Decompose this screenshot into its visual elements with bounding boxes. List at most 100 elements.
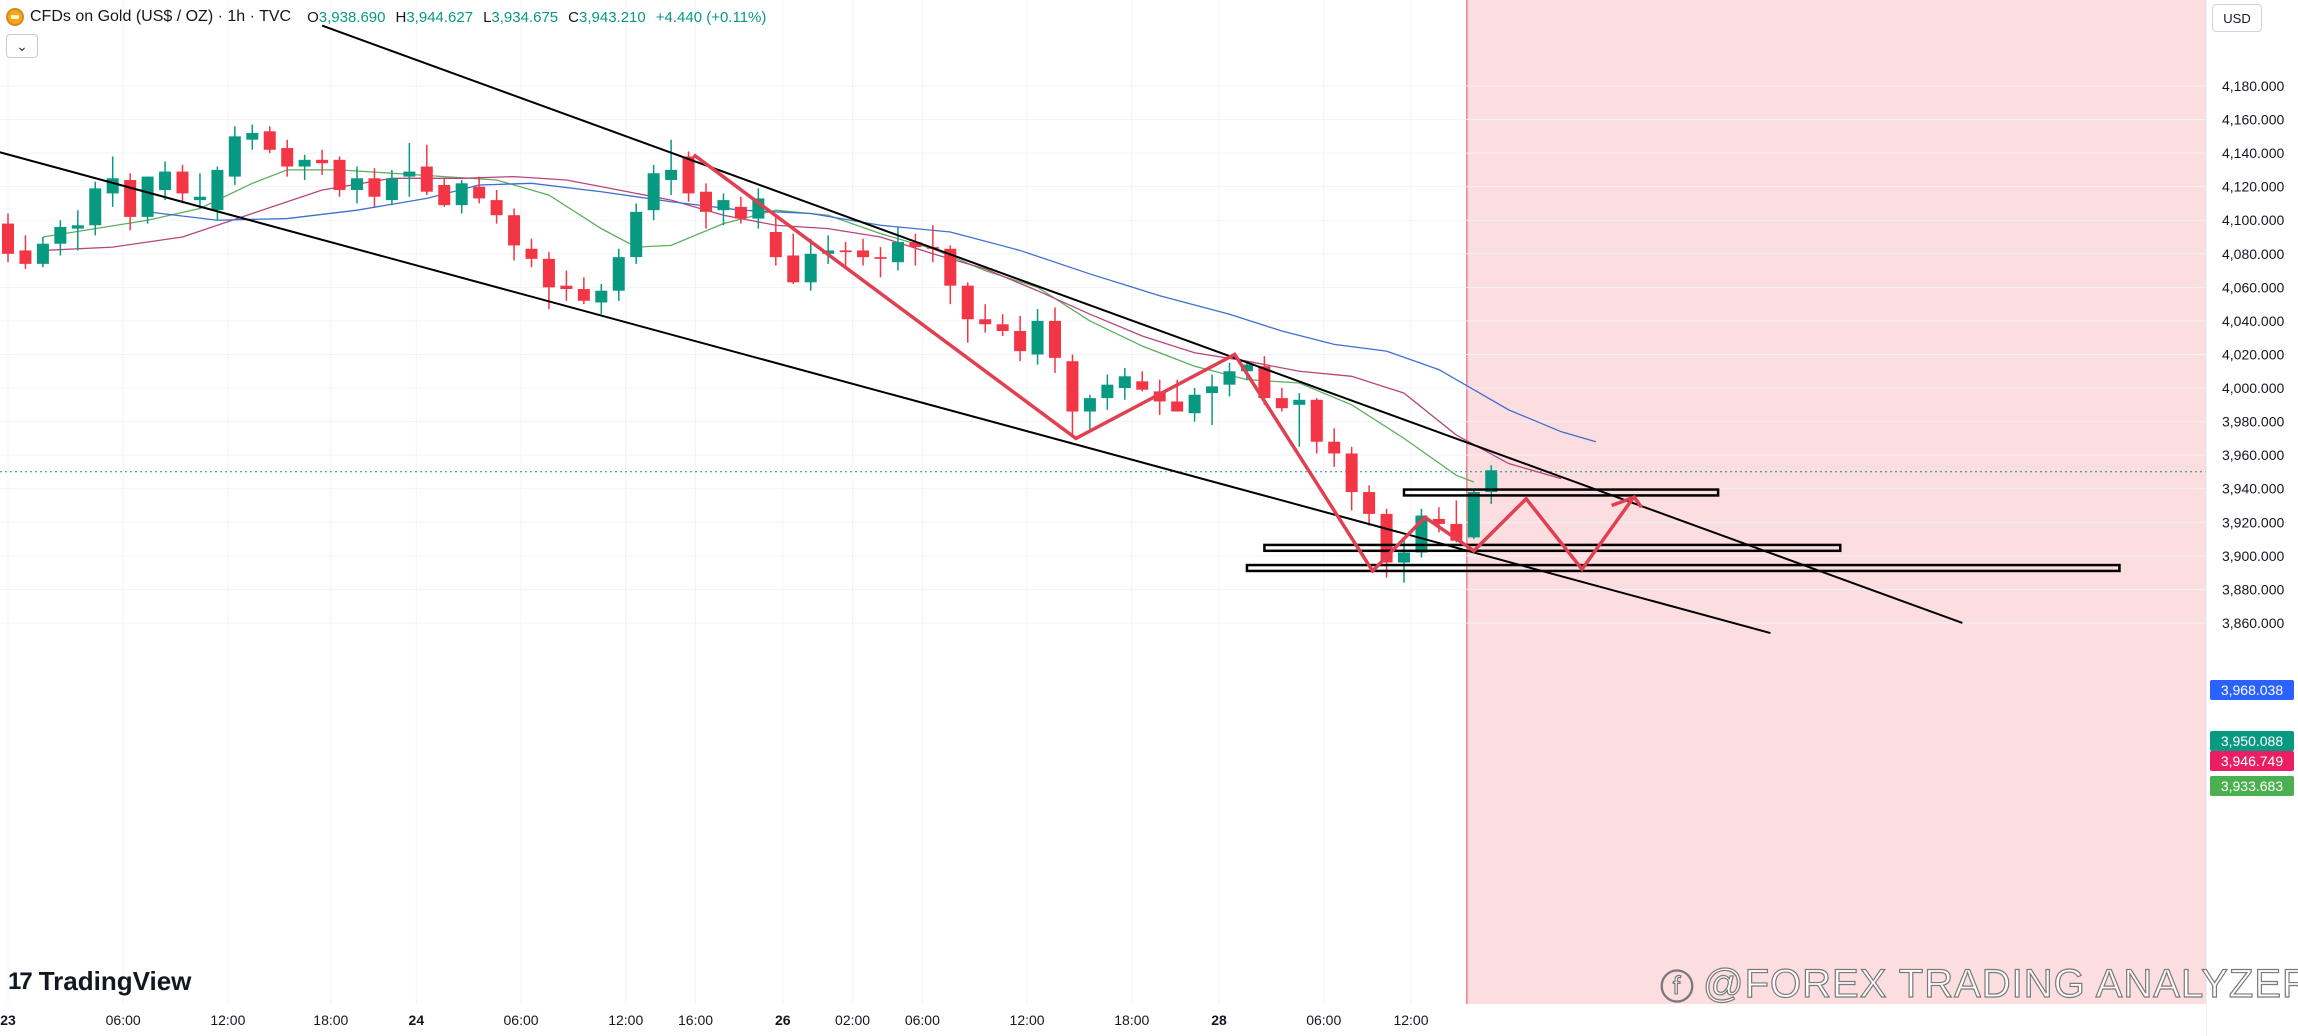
candle-body	[490, 200, 503, 216]
support-zone-box	[1263, 543, 1842, 553]
tradingview-mark-icon: 17	[8, 967, 33, 995]
candle-body	[1310, 399, 1323, 442]
candle-body	[403, 171, 416, 177]
tradingview-logo[interactable]: 17 TradingView	[8, 966, 191, 997]
time-tick-label: 06:00	[106, 1012, 141, 1028]
logo-text: TradingView	[38, 966, 192, 996]
candle-body	[839, 250, 852, 253]
candle-body	[961, 285, 974, 320]
candle-body	[1328, 441, 1341, 454]
low-label: L	[483, 8, 492, 26]
candle-body	[368, 178, 381, 197]
time-tick-label: 24	[409, 1012, 425, 1028]
high-value: 3,944.627	[406, 8, 474, 26]
time-tick-label: 06:00	[1306, 1012, 1341, 1028]
watermark: ⓕ @FOREX TRADING ANALYZER17	[1659, 960, 2298, 1009]
candle-body	[176, 171, 189, 194]
candle-body	[36, 243, 49, 264]
open-label: O	[307, 8, 319, 26]
candle-body	[298, 159, 311, 167]
candle-body	[1031, 320, 1044, 355]
candle-body	[787, 255, 800, 283]
candle-body	[19, 250, 32, 264]
candle-body	[106, 178, 119, 194]
price-tick-label: 4,020.000	[2222, 346, 2284, 362]
symbol-title[interactable]: CFDs on Gold (US$ / OZ) · 1h · TVC	[30, 8, 292, 25]
candle-body	[124, 179, 137, 217]
candle-body	[944, 248, 957, 286]
time-tick-label: 06:00	[905, 1012, 940, 1028]
plot-area	[0, 0, 2206, 1004]
forecast-zone	[1466, 0, 2206, 1004]
candle-body	[857, 250, 870, 258]
projection-path	[692, 153, 1635, 574]
price-tick-label: 3,980.000	[2222, 414, 2284, 430]
candle-body	[1240, 364, 1253, 372]
candle-body	[54, 226, 67, 244]
candle-body	[438, 185, 451, 206]
close-value: 3,943.210	[579, 8, 646, 26]
candle-body	[909, 242, 922, 248]
price-tick-label: 4,140.000	[2222, 145, 2284, 161]
time-tick-label: 18:00	[313, 1012, 348, 1028]
candle-body	[542, 258, 555, 288]
candle-body	[700, 191, 712, 212]
time-tick-label: 26	[775, 1012, 791, 1028]
price-tick-label: 3,900.000	[2222, 548, 2284, 564]
candle-body	[1258, 366, 1271, 399]
candle-body	[1136, 381, 1149, 390]
change-value: +4.440 (+0.11%)	[655, 8, 767, 26]
candle-body	[822, 250, 835, 254]
candle-body	[420, 166, 433, 192]
candle-body	[595, 290, 608, 303]
currency-button[interactable]: USD	[2212, 4, 2262, 32]
candle-body	[891, 242, 904, 263]
candle-body	[804, 253, 817, 283]
time-axis-bg	[0, 1004, 2206, 1036]
candle-body	[473, 186, 486, 199]
high-label: H	[395, 8, 407, 26]
candle-body	[1485, 470, 1498, 493]
collapse-legend-button[interactable]: ⌄	[6, 34, 38, 58]
chevron-down-icon: ⌄	[16, 37, 28, 54]
symbol-header: CFDs on Gold (US$ / OZ) · 1h · TVC O 3,93…	[6, 4, 766, 30]
close-label: C	[568, 8, 579, 26]
candle-body	[1223, 371, 1236, 385]
price-tick-label: 3,860.000	[2222, 615, 2284, 631]
candle-body	[211, 169, 224, 211]
watermark-text: @FOREX TRADING ANALYZER17	[1702, 961, 2298, 1006]
candle-body	[333, 159, 346, 191]
price-tick-label: 4,080.000	[2222, 246, 2284, 262]
candle-body	[263, 131, 276, 150]
support-zone-box	[1402, 488, 1720, 497]
candle-body	[455, 183, 468, 206]
price-tick-label: 3,960.000	[2222, 447, 2284, 463]
candle-body	[612, 257, 625, 291]
candle-body	[1153, 391, 1166, 402]
time-tick-label: 18:00	[1114, 1012, 1149, 1028]
candle-body	[159, 171, 172, 191]
time-tick-label: 12:00	[1010, 1012, 1045, 1028]
candle-body	[89, 188, 102, 226]
candle-body	[71, 225, 84, 229]
moving-average-line	[42, 175, 1562, 480]
time-tick-label: 16:00	[678, 1012, 713, 1028]
time-tick-label: 02:00	[835, 1012, 870, 1028]
candle-body	[1345, 453, 1358, 493]
candle-body	[1171, 401, 1184, 412]
price-badge: 3,946.749	[2210, 751, 2294, 771]
price-tick-label: 3,880.000	[2222, 581, 2284, 597]
price-tick-label: 3,920.000	[2222, 514, 2284, 530]
price-badge: 3,968.038	[2210, 680, 2294, 700]
price-tick-label: 4,120.000	[2222, 179, 2284, 195]
candle-body	[769, 231, 782, 258]
price-tick-label: 4,100.000	[2222, 212, 2284, 228]
candle-body	[1066, 361, 1079, 412]
candle-body	[1398, 552, 1410, 563]
gold-coin-icon	[6, 8, 24, 26]
candle-body	[1432, 518, 1445, 524]
candle-body	[1049, 320, 1061, 358]
low-value: 3,934.675	[491, 8, 559, 26]
candle-body	[525, 248, 538, 259]
